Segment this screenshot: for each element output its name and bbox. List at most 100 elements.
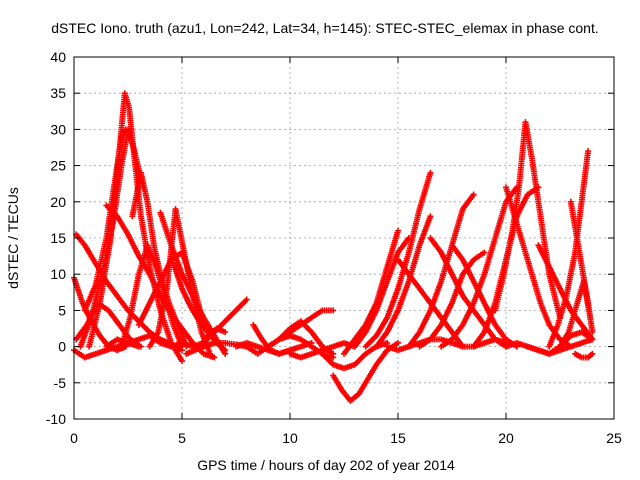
y-tick-label: 0 [58,339,66,355]
data-trail [501,229,516,276]
data-trail [428,323,443,341]
x-tick-label: 25 [606,430,622,446]
data-trail [450,323,465,341]
data-trail [492,273,507,312]
data-trail [449,208,466,247]
data-trail [106,309,122,327]
data-trail [197,334,210,349]
data-point [222,329,229,336]
data-series [196,325,229,350]
data-trail [384,287,401,319]
data-trail [514,193,530,218]
data-trail [576,251,591,305]
data-trail [206,326,219,338]
data-trail [439,251,455,276]
data-trail [536,244,552,269]
data-series [395,256,466,350]
data-point [585,148,592,155]
data-trail [179,287,193,308]
data-trail [418,337,432,349]
data-trail [188,305,202,323]
data-trail [568,200,583,254]
data-trail [97,237,114,305]
data-trail [172,208,187,254]
data-trail [331,374,344,392]
data-trail [72,348,86,360]
data-trail [179,273,195,298]
data-trail [82,284,98,312]
data-trail [364,334,378,349]
data-trail [558,330,571,348]
data-trail [115,215,130,236]
data-trail [384,229,401,268]
x-axis-label: GPS time / hours of day 202 of year 2014 [197,457,455,473]
data-point [330,350,337,357]
data-trail [147,330,161,348]
data-trail [320,352,335,367]
data-trail [472,250,486,262]
data-trail [374,316,390,337]
data-trail [353,323,368,341]
data-trail [529,273,543,305]
data-trail [136,301,152,327]
data-trail [353,330,368,348]
data-point [211,354,218,361]
data-point [470,191,477,198]
chart-title: dSTEC Iono. truth (azu1, Lon=242, Lat=34… [51,20,598,36]
data-trail [175,323,189,348]
data-series [86,90,185,365]
data-trail [482,237,498,276]
data-trail [579,323,595,341]
x-tick-label: 20 [498,430,514,446]
data-trail [374,280,390,312]
data-trail [428,280,444,312]
x-tick-label: 15 [390,430,406,446]
x-tick-label: 5 [178,430,186,446]
data-trail [563,251,578,297]
data-trail [119,316,133,348]
data-trail [151,244,163,276]
data-trail [267,337,281,349]
data-trail [449,273,465,298]
data-trail [396,258,411,276]
y-tick-label: 15 [50,230,66,246]
axis-ticks: 0 5 10 15 20 25 -10 -5 0 5 10 15 20 25 30 35 40 [46,49,622,446]
data-point [589,336,596,343]
data-trail [180,327,195,345]
data-trail [86,302,103,348]
data-series [438,184,520,350]
data-series [427,235,509,350]
y-tick-label: 35 [50,85,66,101]
data-trail [573,351,583,360]
data-trail [493,323,508,341]
data-trail [119,128,128,138]
data-point [427,169,434,176]
y-tick-label: 25 [50,158,66,174]
data-point [207,350,214,357]
data-trail [522,121,535,160]
data-trail [105,337,119,349]
data-point [183,343,190,350]
data-trail [74,323,89,341]
data-trail [168,244,185,276]
data-trail [104,203,119,218]
data-trail [374,330,389,348]
data-trail [471,309,487,327]
data-trail [417,309,433,334]
data-trail [538,302,552,326]
data-trail [460,301,476,327]
data-trail [407,272,422,291]
data-trail [166,302,180,326]
data-trail [364,344,378,356]
data-point [330,307,337,314]
data-trail [107,150,123,239]
data-trail [288,323,302,334]
data-point [459,343,466,350]
data-trail [127,273,142,319]
y-tick-label: -5 [54,375,67,391]
data-trail [586,352,594,360]
y-tick-label: 30 [50,121,66,137]
data-trail [417,171,433,211]
data-trail [363,309,379,334]
data-trail [585,302,596,334]
